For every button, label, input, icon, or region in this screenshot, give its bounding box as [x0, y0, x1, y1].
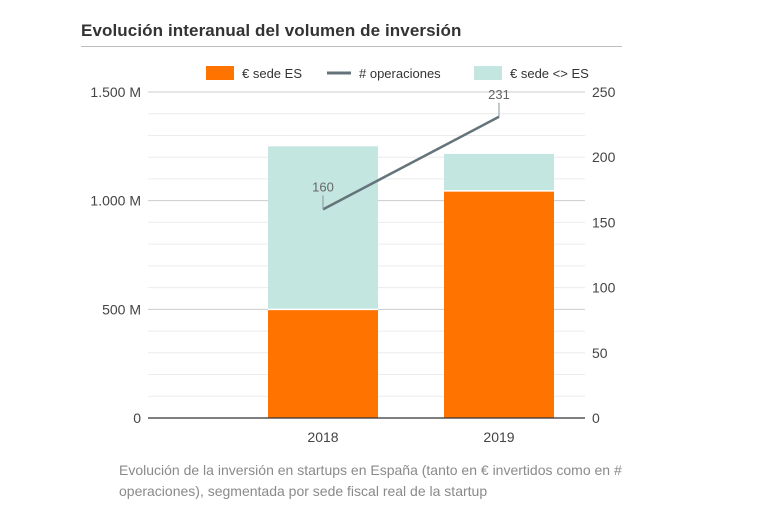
chart: € sede ES # operaciones € sede <> ES 160 23…: [90, 66, 616, 445]
y-right-tick-label: 0: [592, 410, 600, 426]
x-tick-label-2018: 2018: [307, 429, 338, 445]
bar-sede-es-2018: [268, 309, 378, 418]
chart-legend: € sede ES # operaciones € sede <> ES: [206, 66, 589, 81]
y-left-tick-label: 1.000 M: [90, 193, 141, 209]
y-axis-right: 0 50 100 150 200 250: [592, 84, 616, 426]
bar-sede-es-2019: [444, 190, 554, 418]
x-tick-label-2019: 2019: [483, 429, 514, 445]
title-divider: [81, 46, 622, 47]
chart-title: Evolución interanual del volumen de inve…: [81, 21, 462, 40]
y-left-tick-label: 0: [133, 410, 141, 426]
operations-line-series: 160 231: [312, 87, 510, 211]
y-right-tick-label: 50: [592, 345, 608, 361]
y-left-tick-label: 500 M: [102, 301, 141, 317]
legend-label: # operaciones: [359, 66, 441, 81]
legend-swatch-sede-es: [206, 66, 234, 80]
operations-line: [322, 115, 500, 211]
chart-bars: [268, 146, 554, 418]
y-right-tick-label: 150: [592, 214, 616, 230]
bar-sede-no-es-2019: [444, 153, 554, 191]
y-left-tick-label: 1.500 M: [90, 84, 141, 100]
chart-caption: Evolución de la inversión en startups en…: [119, 462, 622, 499]
legend-label: € sede ES: [242, 66, 302, 81]
y-axis-left: 0 500 M 1.000 M 1.500 M: [90, 84, 141, 426]
operations-data-label-2018: 160: [312, 179, 334, 194]
x-axis: 2018 2019: [307, 429, 514, 445]
bar-sede-no-es-2018: [268, 146, 378, 310]
operations-data-label-2019: 231: [488, 87, 510, 102]
legend-swatch-sede-no-es: [474, 66, 502, 80]
y-right-tick-label: 250: [592, 84, 616, 100]
y-right-tick-label: 100: [592, 280, 616, 296]
legend-label: € sede <> ES: [510, 66, 589, 81]
y-right-tick-label: 200: [592, 149, 616, 165]
